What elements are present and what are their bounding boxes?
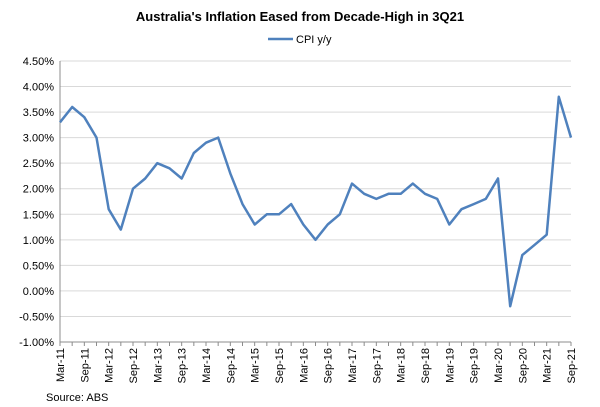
y-tick-label: 1.50% — [23, 209, 54, 221]
x-tick-label: Sep-13 — [177, 348, 189, 383]
y-tick-label: 2.50% — [23, 158, 54, 170]
gridlines — [60, 60, 571, 343]
x-tick-label: Sep-17 — [371, 348, 383, 383]
y-tick-label: 4.50% — [23, 56, 54, 68]
x-tick-label: Mar-13 — [152, 348, 164, 383]
x-tick-label: Sep-16 — [323, 348, 335, 383]
series-line-cpi — [59, 95, 573, 308]
x-tick-label: Mar-18 — [396, 348, 408, 383]
x-tick-label: Sep-15 — [274, 348, 286, 383]
legend: CPI y/y — [268, 34, 332, 46]
legend-label: CPI y/y — [296, 34, 332, 46]
x-tick-label: Mar-17 — [347, 348, 359, 383]
y-axis-tick-labels: 4.50% 4.00% 3.50% 3.00% 2.50% 2.00% 1.50% 1.00%… — [19, 56, 54, 349]
y-tick-label: 3.00% — [23, 133, 54, 145]
x-tick-label: Mar-14 — [201, 348, 213, 383]
y-tick-label: 2.00% — [23, 184, 54, 196]
y-tick-label: 0.00% — [23, 286, 54, 298]
y-tick-label: -0.50% — [19, 311, 54, 323]
y-tick-label: 3.50% — [23, 107, 54, 119]
y-tick-label: 4.00% — [23, 82, 54, 94]
x-tick-label: Mar-21 — [542, 348, 554, 383]
x-tick-label: Sep-19 — [469, 348, 481, 383]
plot-area — [59, 95, 573, 308]
x-tick-label: Mar-12 — [104, 348, 116, 383]
y-tick-label: -1.00% — [19, 337, 54, 349]
x-tick-label: Sep-11 — [79, 348, 91, 383]
x-tick-label: Mar-20 — [493, 348, 505, 383]
x-tick-label: Sep-18 — [420, 348, 432, 383]
chart-title: Australia's Inflation Eased from Decade-… — [136, 9, 464, 24]
x-tick-label: Sep-12 — [128, 348, 140, 383]
x-tick-label: Mar-15 — [250, 348, 262, 383]
x-tick-label: Mar-16 — [298, 348, 310, 383]
x-tick-label: Sep-21 — [566, 348, 578, 383]
x-tick-label: Sep-14 — [225, 348, 237, 383]
x-tick-label: Mar-11 — [55, 348, 67, 382]
x-tick-label: Mar-19 — [444, 348, 456, 383]
source-note: Source: ABS — [46, 392, 108, 404]
x-tick-label: Sep-20 — [517, 348, 529, 383]
y-tick-label: 1.00% — [23, 235, 54, 247]
axes — [59, 61, 572, 346]
x-axis-tick-labels: Mar-11 Sep-11 Mar-12 Sep-12 Mar-13 Sep-13 Mar-… — [55, 348, 578, 383]
y-tick-label: 0.50% — [23, 260, 54, 272]
